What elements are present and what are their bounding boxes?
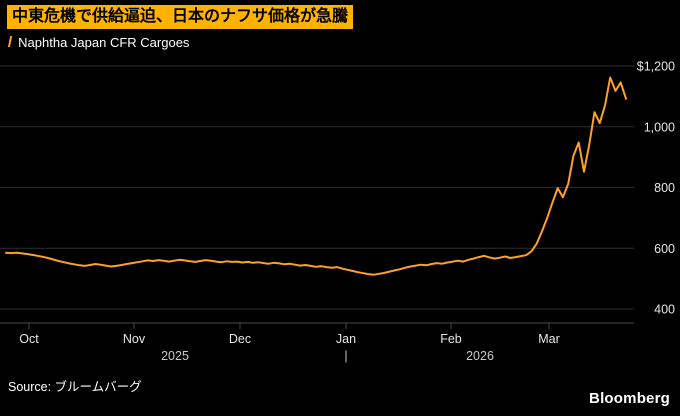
page-title: 中東危機で供給逼迫、日本のナフサ価格が急騰 [7,5,354,30]
y-axis-label: 400 [654,303,675,317]
chart-area: 400 600 800 1,000 $1,200 Oct Nov Dec Jan Feb Mar 20… [0,58,680,370]
y-axis-label: $1,200 [637,60,675,74]
x-axis-label: Oct [19,332,39,346]
x-axis: Oct Nov Dec Jan Feb Mar 2025 | 2026 [0,322,634,363]
grid-and-y-axis: 400 600 800 1,000 $1,200 [0,60,675,317]
x-axis-label: Nov [123,332,146,346]
year-label: | [344,349,347,363]
year-label: 2026 [466,349,494,363]
legend-label: Naphtha Japan CFR Cargoes [18,35,190,50]
x-axis-label: Dec [229,332,251,346]
chart-svg: 400 600 800 1,000 $1,200 Oct Nov Dec Jan Feb Mar 20… [0,60,675,363]
source-text: Source: ブルームバーグ [8,380,142,394]
bloomberg-logo: Bloomberg [589,390,670,407]
y-axis-label: 600 [654,242,675,256]
x-axis-label: Jan [336,332,356,346]
legend-line-marker: / [7,34,13,51]
chart-header: 中東危機で供給逼迫、日本のナフサ価格が急騰 [7,5,354,30]
x-axis-label: Mar [538,332,560,346]
naphtha-price-line [5,76,627,276]
chart-legend: / Naphtha Japan CFR Cargoes [7,34,190,51]
y-axis-label: 1,000 [644,120,675,134]
y-axis-label: 800 [654,181,675,195]
x-axis-label: Feb [440,332,462,346]
price-line-series [5,76,627,276]
year-label: 2025 [161,349,189,363]
